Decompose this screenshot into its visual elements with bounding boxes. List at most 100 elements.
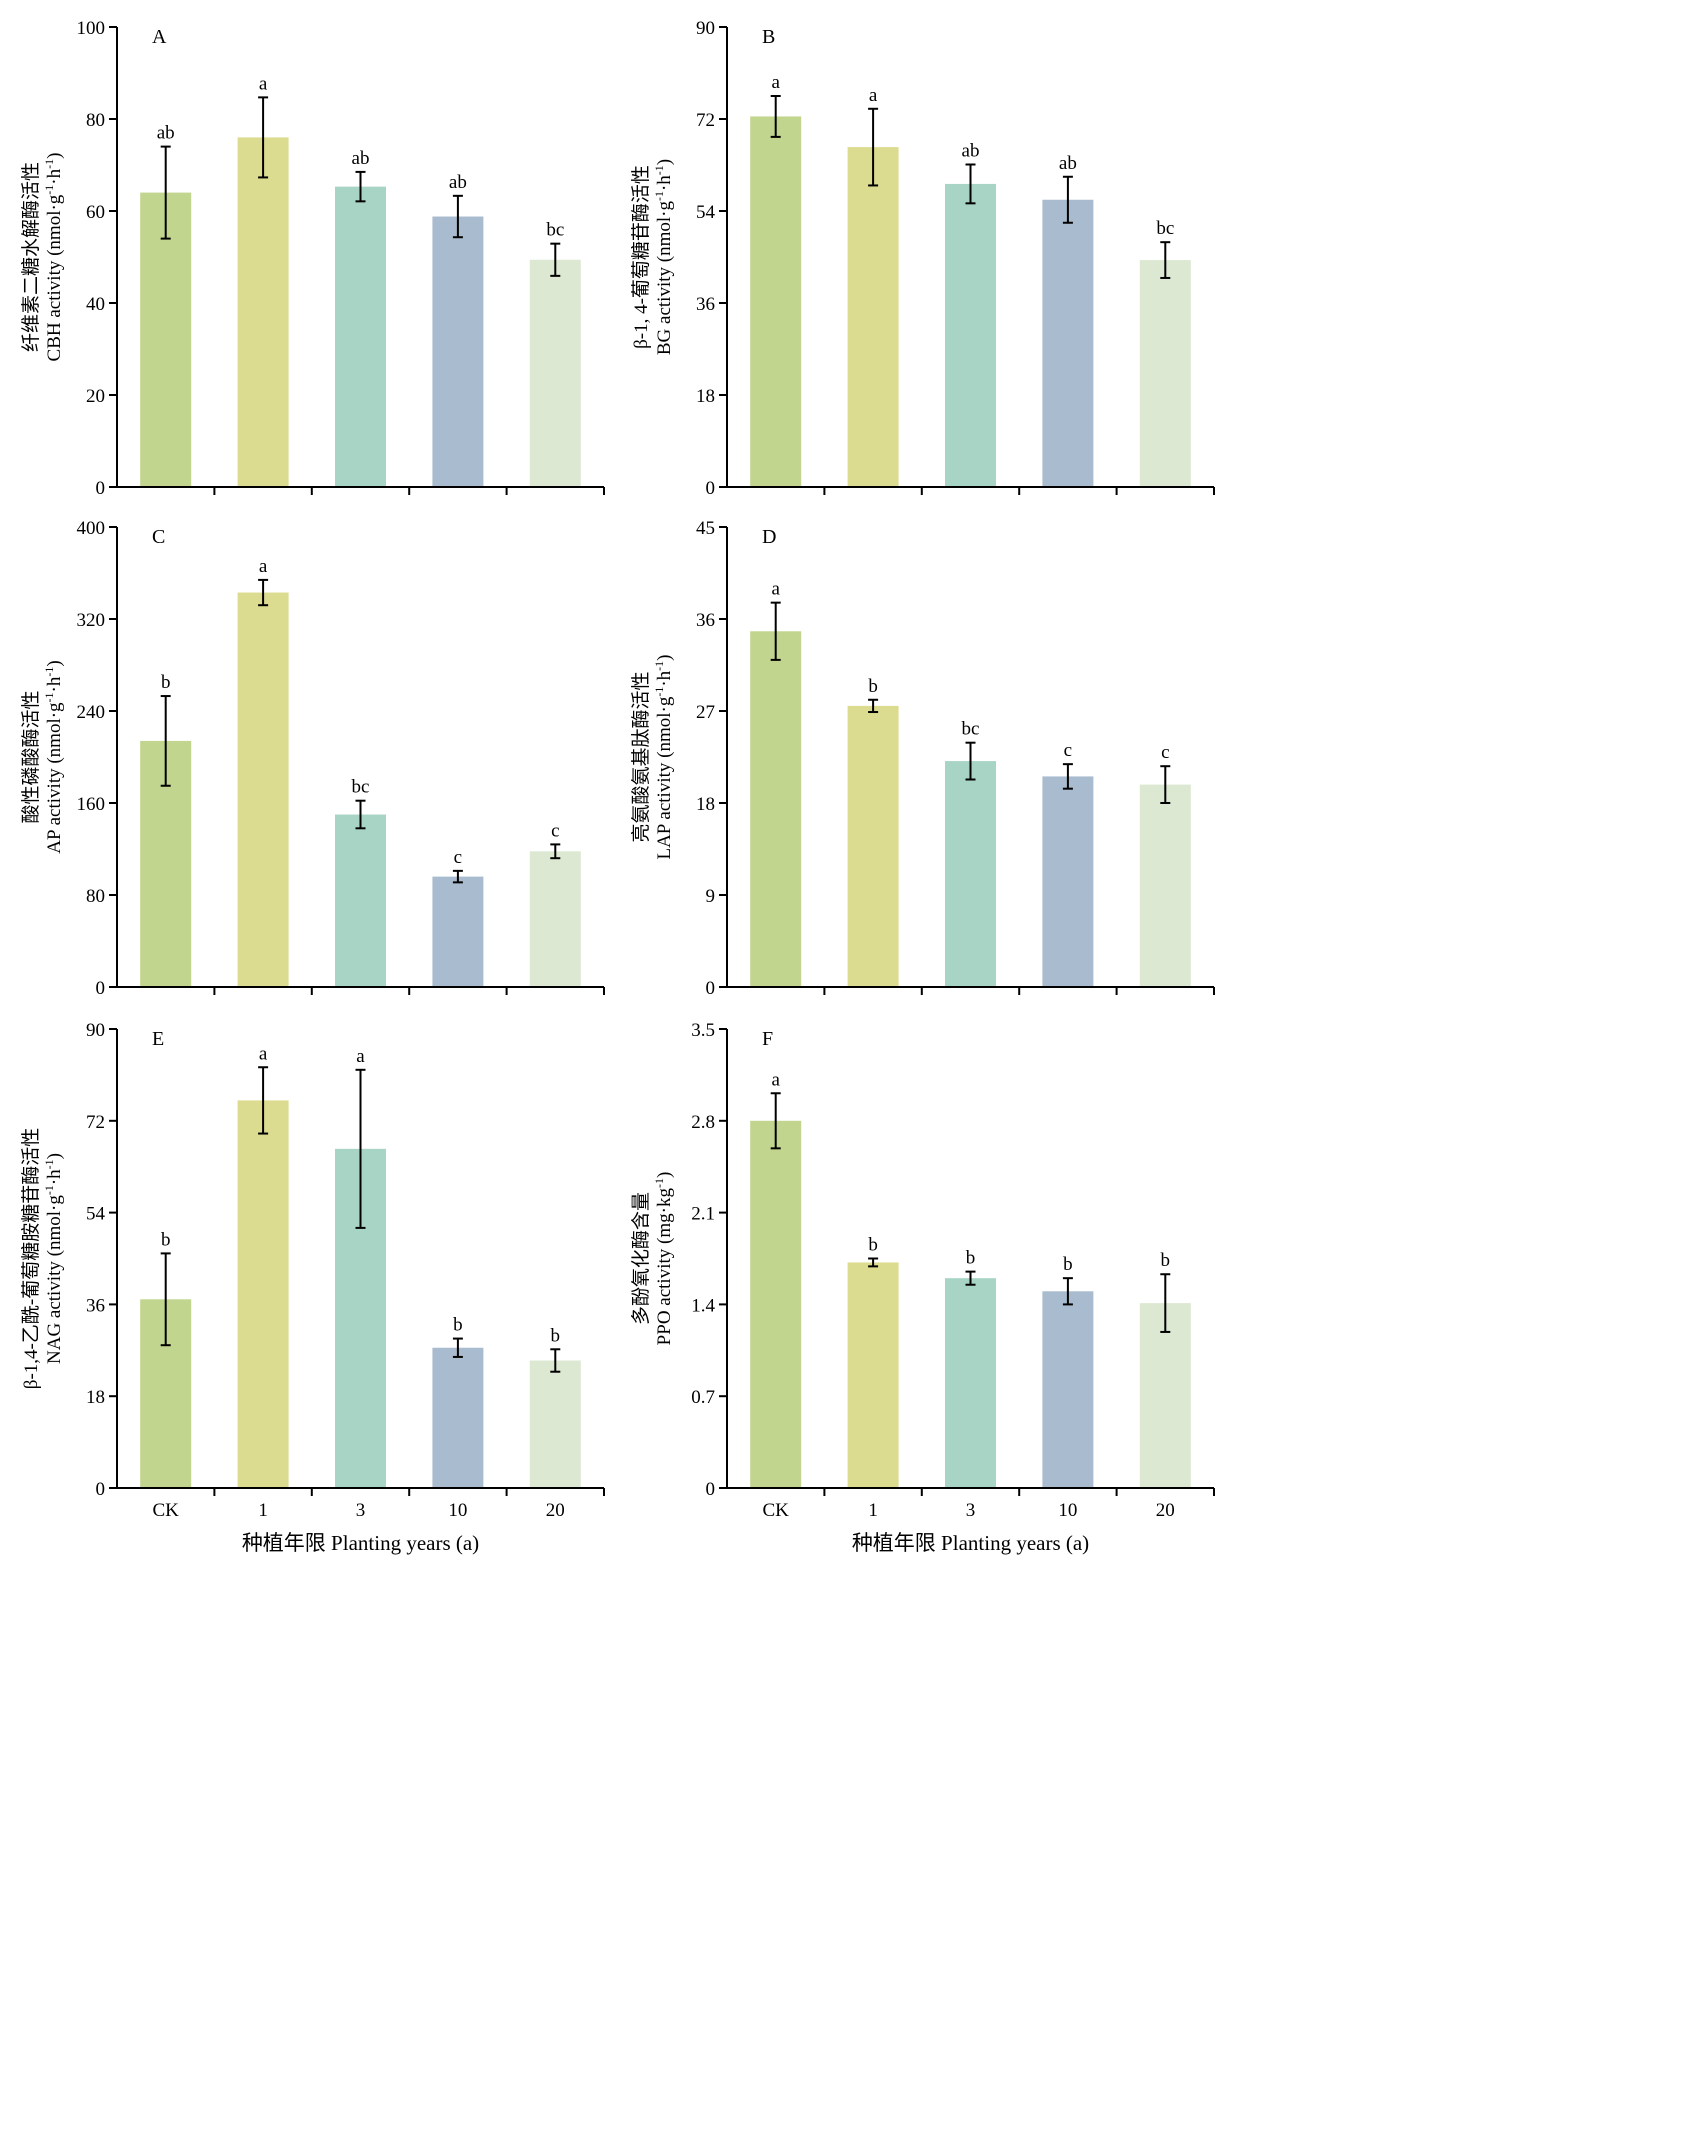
error-bar-c-1 — [258, 578, 269, 607]
bar-a-20 — [529, 259, 581, 487]
y-tick-label-d: 27 — [696, 702, 715, 723]
panel-b: a a ab ab bc 0 18 36 54 72 90 Bβ-1, 4-葡萄糖苷酶活性 BG act… — [630, 18, 1215, 499]
significance-letter-d-20: c — [1161, 742, 1169, 763]
y-tick-label-d: 36 — [696, 610, 715, 631]
significance-letter-b-20: bc — [1156, 218, 1174, 239]
panel-label-b: B — [762, 26, 775, 48]
panel-label-a: A — [152, 26, 167, 48]
y-tick-label-e: 54 — [86, 1204, 106, 1225]
error-bar-b-1 — [868, 107, 879, 187]
panel-label-e: E — [152, 1028, 164, 1050]
y-tick-label-a: 60 — [86, 202, 105, 223]
y-axis-title-en-b: BG activity (nmol·g-1·h-1) — [652, 159, 675, 355]
bar-e-10 — [432, 1347, 484, 1488]
error-bar-d-ck — [770, 601, 781, 661]
y-tick-label-e: 0 — [96, 1479, 106, 1500]
bar-d-ck — [750, 631, 802, 987]
y-axis-title-cn-f: 多酚氧化酶含量 — [630, 1192, 652, 1325]
significance-letter-a-ck: ab — [157, 123, 175, 144]
y-tick-label-d: 0 — [706, 978, 716, 999]
panel-label-d: D — [762, 526, 776, 548]
significance-letter-e-10: b — [453, 1315, 463, 1336]
y-tick-label-f: 2.1 — [691, 1204, 715, 1225]
y-tick-label-a: 40 — [86, 294, 105, 315]
significance-letter-e-1: a — [259, 1043, 268, 1064]
significance-letter-b-1: a — [869, 85, 878, 106]
error-bar-e-3 — [355, 1068, 366, 1229]
significance-letter-c-ck: b — [161, 672, 171, 693]
x-tick-label-3: 3 — [966, 1500, 976, 1521]
y-tick-label-f: 1.4 — [691, 1295, 715, 1316]
y-axis-title-en-d: LAP activity (nmol·g-1·h-1) — [652, 654, 675, 859]
y-tick-label-b: 90 — [696, 18, 715, 39]
bar-b-20 — [1139, 260, 1191, 487]
significance-letter-a-10: ab — [449, 172, 467, 193]
error-bar-d-1 — [868, 698, 879, 714]
error-bar-c-ck — [160, 695, 171, 787]
bar-d-10 — [1042, 776, 1094, 987]
bar-e-1 — [237, 1100, 289, 1488]
error-bar-d-20 — [1160, 765, 1171, 804]
error-bar-b-20 — [1160, 241, 1171, 279]
bar-c-10 — [432, 876, 484, 987]
x-axis-title: 种植年限 Planting years (a) — [242, 1531, 479, 1555]
y-tick-label-b: 0 — [706, 478, 716, 499]
error-bar-e-10 — [452, 1337, 463, 1358]
error-bar-a-10 — [452, 194, 463, 239]
bar-b-3 — [945, 183, 996, 487]
error-bar-e-1 — [258, 1066, 269, 1135]
panel-c: b a bc c c 0 80 160 240 320 400 C 酸性磷酸酶活性 AP activity… — [20, 518, 605, 999]
panel-a: ab a ab ab bc 0 20 40 60 80 100 A 纤维素二糖水解酶活性 CBH acti… — [20, 18, 605, 499]
x-axis-title: 种植年限 Planting years (a) — [852, 1531, 1089, 1555]
bar-a-1 — [237, 137, 289, 487]
y-axis-title-cn-a: 纤维素二糖水解酶活性 — [20, 162, 42, 352]
x-tick-label-1: 1 — [868, 1500, 878, 1521]
bar-f-10 — [1042, 1291, 1094, 1488]
y-axis-title-cn-c: 酸性磷酸酶活性 — [20, 690, 42, 823]
significance-letter-b-ck: a — [771, 72, 780, 93]
y-tick-label-b: 36 — [696, 294, 715, 315]
significance-letter-b-3: ab — [962, 140, 980, 161]
y-axis-title-cn-d: 亮氨酸氨基肽酶活性 — [630, 671, 652, 842]
x-tick-label-ck: CK — [152, 1500, 179, 1521]
error-bar-b-10 — [1062, 175, 1073, 224]
bar-f-3 — [945, 1278, 996, 1488]
bar-f-1 — [847, 1262, 899, 1488]
y-tick-label-c: 80 — [86, 886, 105, 907]
bar-a-ck — [140, 192, 192, 487]
bar-f-20 — [1139, 1303, 1191, 1488]
error-bar-c-20 — [550, 843, 561, 860]
y-tick-label-f: 2.8 — [691, 1112, 715, 1133]
y-tick-label-b: 54 — [696, 202, 716, 223]
significance-letter-c-10: c — [454, 847, 462, 868]
bar-d-20 — [1139, 784, 1191, 987]
error-bar-e-20 — [550, 1348, 561, 1373]
y-tick-label-a: 100 — [77, 18, 106, 39]
significance-letter-e-ck: b — [161, 1229, 171, 1250]
y-tick-label-d: 45 — [696, 518, 715, 539]
y-tick-label-e: 18 — [86, 1387, 105, 1408]
significance-letter-d-1: b — [868, 676, 878, 697]
significance-letter-c-3: bc — [352, 777, 370, 798]
y-axis-title-en-c: AP activity (nmol·g-1·h-1) — [42, 660, 65, 853]
significance-letter-c-1: a — [259, 556, 268, 577]
bar-e-20 — [529, 1360, 581, 1488]
error-bar-a-20 — [550, 242, 561, 277]
significance-letter-a-3: ab — [352, 148, 370, 169]
error-bar-b-ck — [770, 95, 781, 138]
error-bar-f-3 — [965, 1270, 976, 1286]
error-bar-f-10 — [1062, 1277, 1073, 1306]
significance-letter-a-1: a — [259, 73, 268, 94]
y-tick-label-f: 0 — [706, 1479, 716, 1500]
bar-b-ck — [750, 116, 802, 487]
y-tick-label-e: 90 — [86, 1020, 105, 1041]
x-tick-label-ck: CK — [762, 1500, 789, 1521]
bar-c-1 — [237, 592, 289, 987]
significance-letter-c-20: c — [551, 820, 559, 841]
panel-e: b a a b b 0 18 36 54 72 90 CK 1 3 10 20 种植年限 Planting ye… — [20, 1020, 605, 1555]
error-bar-a-ck — [160, 145, 171, 240]
bar-d-3 — [945, 761, 996, 987]
y-tick-label-e: 36 — [86, 1295, 105, 1316]
y-tick-label-c: 240 — [77, 702, 106, 723]
